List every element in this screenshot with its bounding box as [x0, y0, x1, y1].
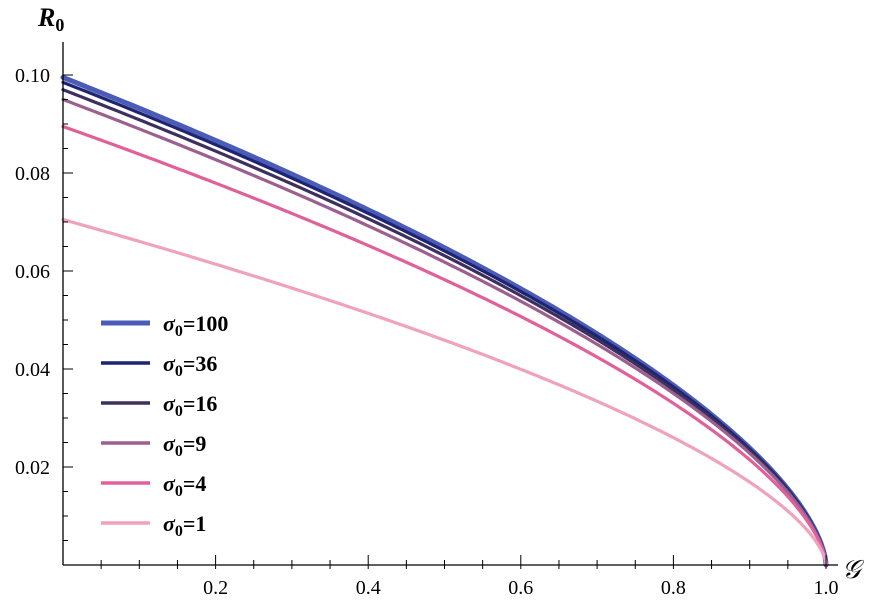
y-tick-label: 0.02 — [15, 457, 50, 479]
legend-label: σ0=100 — [163, 311, 228, 340]
x-tick-label: 0.4 — [356, 577, 381, 599]
legend-label-value: =4 — [183, 471, 207, 496]
y-tick-label: 0.04 — [15, 359, 50, 381]
legend-label: σ0=16 — [163, 391, 217, 420]
legend-label-value: =1 — [183, 511, 207, 536]
y-tick-label: 0.06 — [15, 261, 50, 283]
legend-label-symbol: σ — [163, 311, 176, 336]
legend-label-sub: 0 — [175, 443, 183, 460]
legend-label-symbol: σ — [163, 431, 176, 456]
legend-label: σ0=1 — [163, 511, 206, 540]
y-tick-label: 0.10 — [15, 65, 50, 87]
legend-label-symbol: σ — [163, 351, 176, 376]
legend-label-sub: 0 — [175, 483, 183, 500]
axes — [62, 42, 838, 569]
legend-label-value: =100 — [183, 311, 229, 336]
legend-label: σ0=9 — [163, 431, 206, 460]
legend-label-value: =36 — [183, 351, 218, 376]
legend-label-sub: 0 — [175, 523, 183, 540]
series-line-4 — [61, 124, 828, 567]
series-line-3 — [61, 97, 828, 567]
legend-label: σ0=4 — [163, 471, 206, 500]
x-axis-title: 𝒢 — [842, 555, 865, 585]
legend-label-value: =16 — [183, 391, 218, 416]
x-tick-label: 1.0 — [814, 577, 839, 599]
series-line-5 — [61, 217, 828, 567]
y-tick-label: 0.08 — [15, 163, 50, 185]
y-axis-title-sub: 0 — [55, 15, 64, 35]
legend-label: σ0=36 — [163, 351, 217, 380]
series-lines — [60, 74, 829, 568]
y-axis-title-main: R — [37, 3, 55, 32]
legend-label-symbol: σ — [163, 391, 176, 416]
legend-label-sub: 0 — [175, 363, 183, 380]
x-tick-label: 0.8 — [661, 577, 686, 599]
y-axis-title: R0 — [37, 3, 64, 35]
legend-label-sub: 0 — [175, 323, 183, 340]
x-tick-label: 0.2 — [203, 577, 228, 599]
legend-label-sub: 0 — [175, 403, 183, 420]
legend-label-symbol: σ — [163, 471, 176, 496]
legend-label-value: =9 — [183, 431, 207, 456]
x-tick-label: 0.6 — [508, 577, 533, 599]
legend-label-symbol: σ — [163, 511, 176, 536]
tick-labels: 0.2 0.4 0.6 0.8 1.0 0.02 0.04 0.06 0.08 0.10 — [15, 65, 839, 599]
